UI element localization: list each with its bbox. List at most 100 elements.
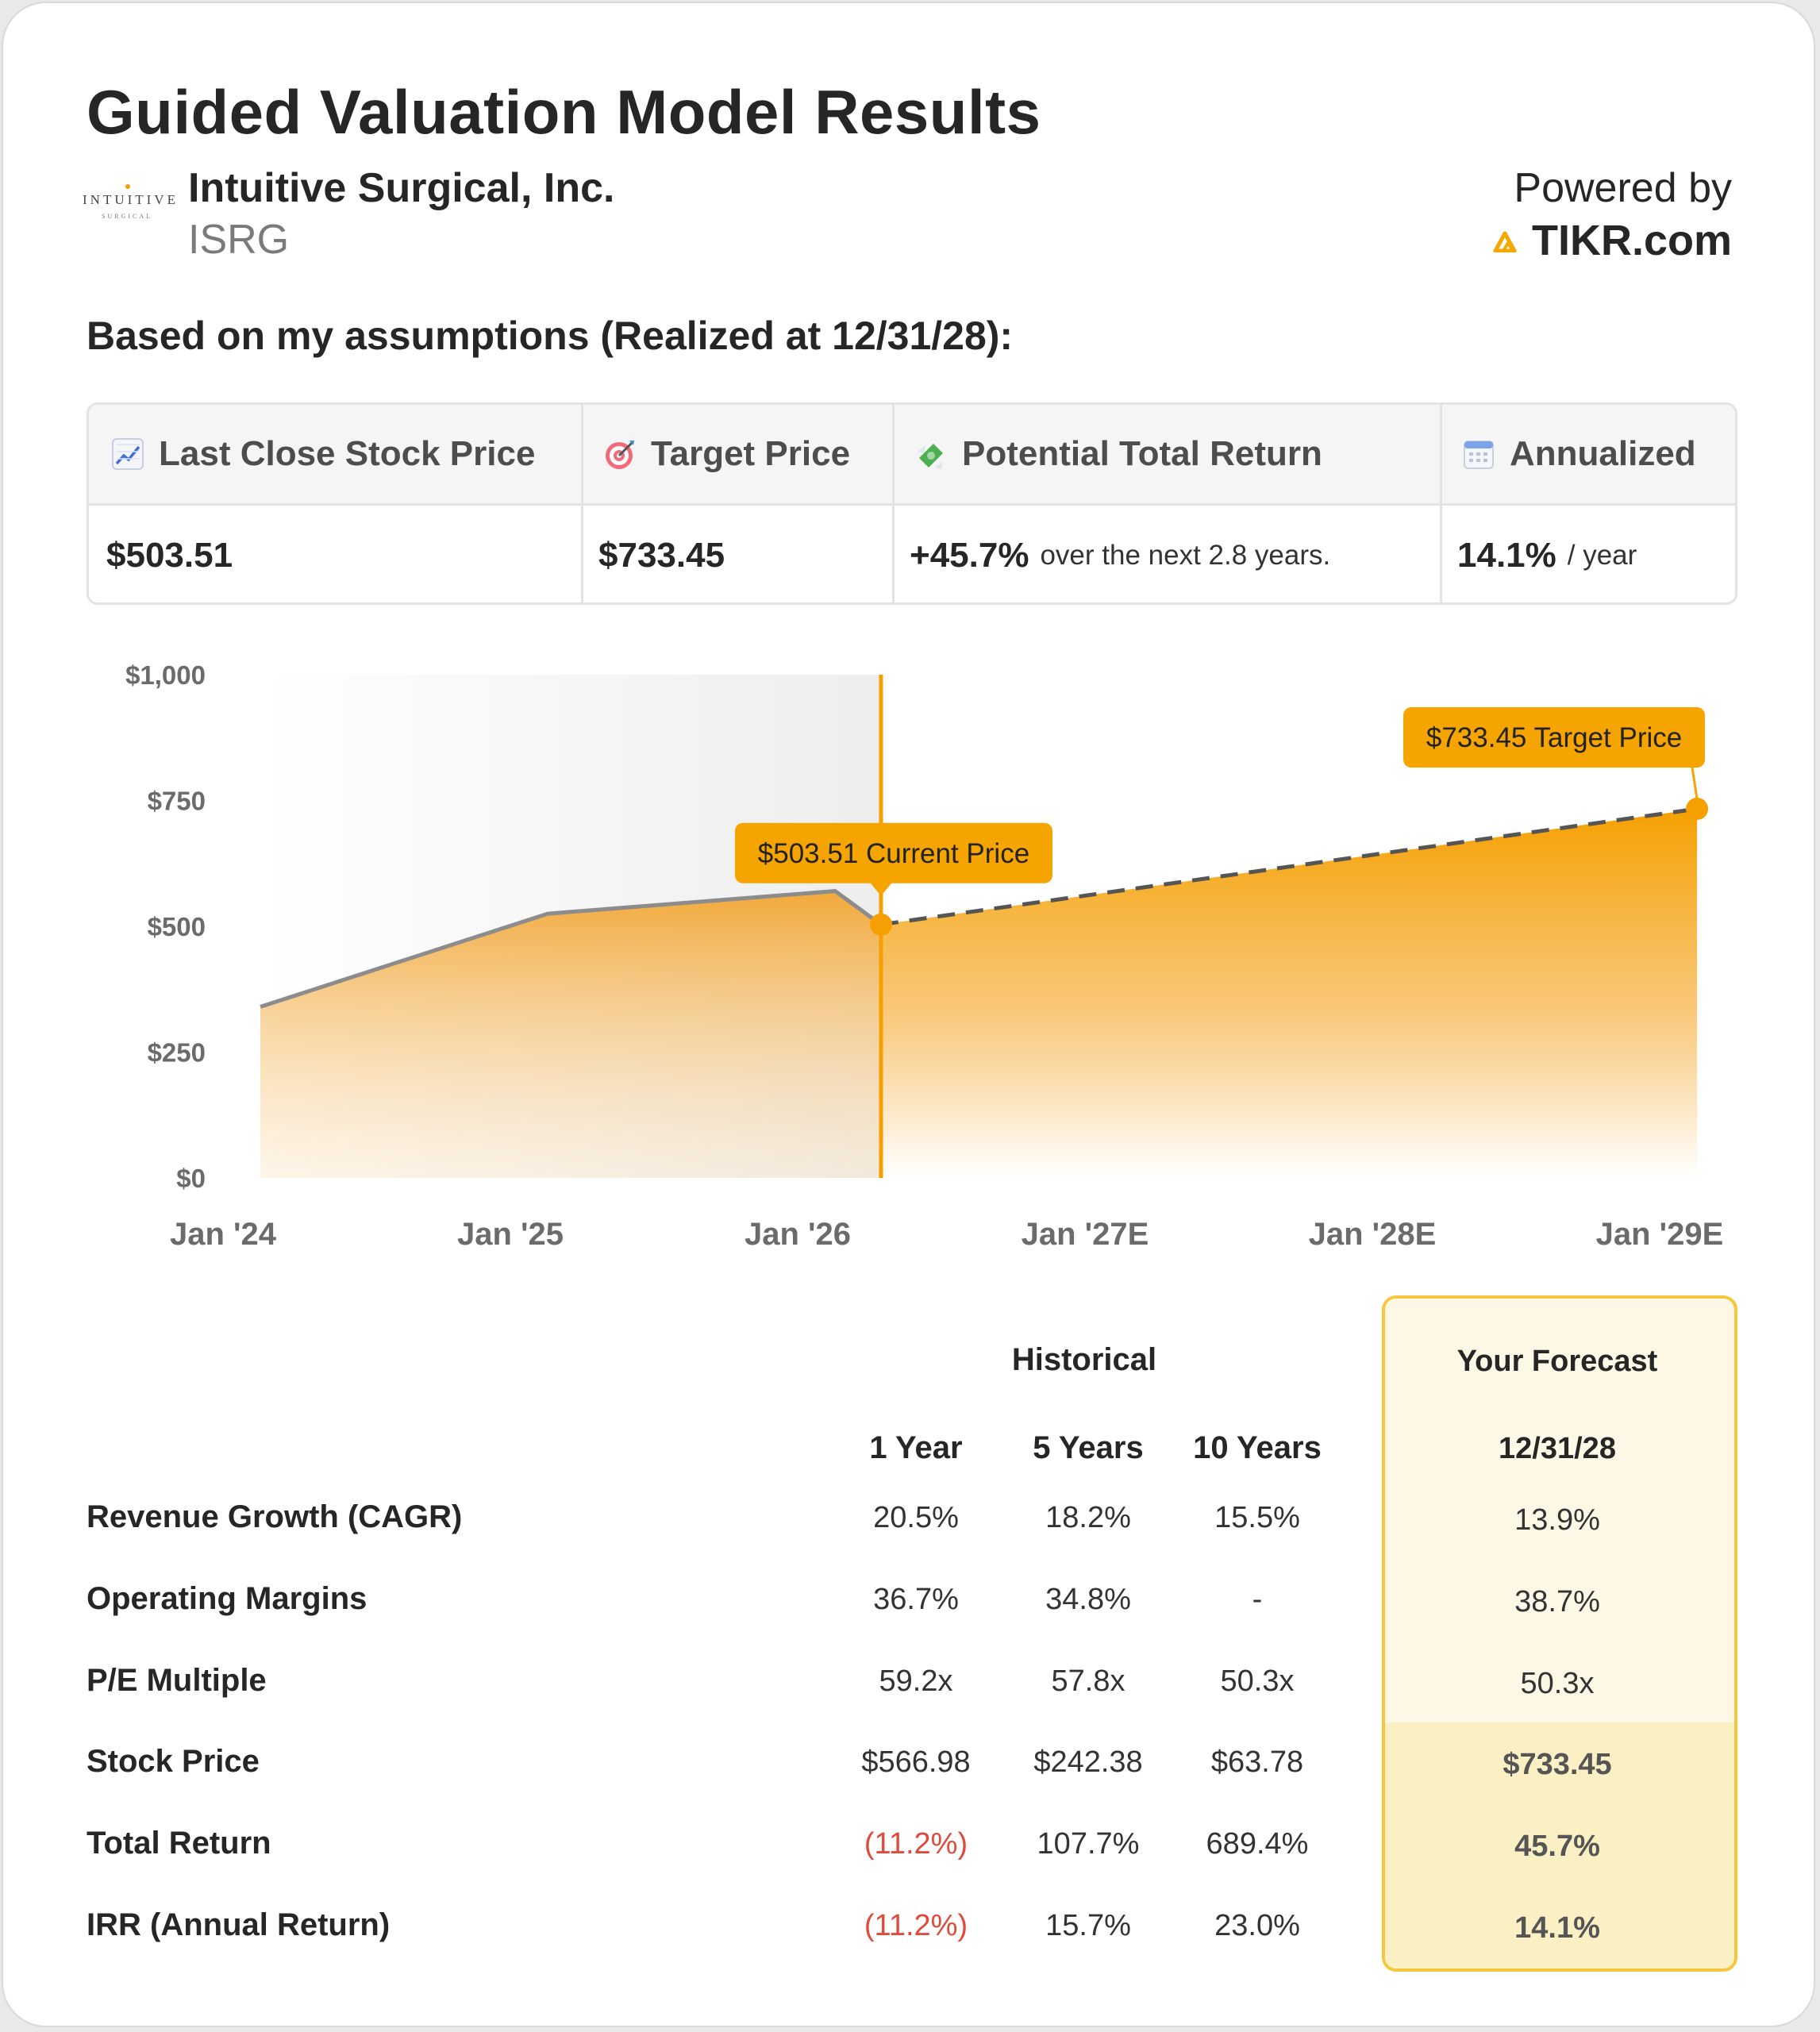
x-tick-label: Jan '29E bbox=[1596, 1217, 1724, 1252]
powered-by-text: Powered by bbox=[1514, 165, 1732, 211]
x-axis: Jan '24 Jan '25 Jan '26 Jan '27E Jan '28E Jan… bbox=[170, 1217, 1723, 1252]
forecast-dashed-line bbox=[880, 806, 1698, 927]
annualized-header: Annualized bbox=[1462, 405, 1696, 503]
row-label: Operating Margins bbox=[87, 1581, 367, 1616]
target-price-point[interactable] bbox=[1686, 797, 1709, 820]
summary-stats-table: Last Close Stock Price Target Price Pote… bbox=[87, 402, 1737, 605]
y-tick-label: $1,000 bbox=[125, 660, 206, 690]
forecast-cell: $733.45 bbox=[1503, 1748, 1612, 1781]
x-tick-label: Jan '28E bbox=[1309, 1217, 1437, 1252]
current-price-callout[interactable]: $503.51 Current Price bbox=[734, 822, 1052, 896]
total-return-header: Potential Total Return bbox=[914, 405, 1322, 503]
row-label: Stock Price bbox=[87, 1744, 260, 1779]
tikr-brand[interactable]: TIKR.com bbox=[1492, 216, 1732, 265]
calendar-icon bbox=[1464, 441, 1494, 469]
table-cell: 36.7% bbox=[873, 1583, 959, 1616]
table-cell: 689.4% bbox=[1206, 1827, 1309, 1861]
x-tick-label: Jan '25 bbox=[457, 1217, 564, 1252]
ticker-symbol: ISRG bbox=[188, 217, 290, 263]
last-close-header: Last Close Stock Price bbox=[111, 405, 535, 503]
table-cell: $242.38 bbox=[1033, 1745, 1143, 1779]
target-price-callout-tail bbox=[1691, 767, 1699, 800]
target-price-value: $733.45 bbox=[598, 535, 725, 575]
company-logo: INTUITIVE SURGICAL bbox=[83, 184, 175, 230]
stats-divider bbox=[1440, 405, 1442, 602]
historical-area bbox=[260, 891, 882, 1178]
table-cell: 34.8% bbox=[1045, 1583, 1131, 1616]
forecast-cell: 14.1% bbox=[1514, 1911, 1600, 1945]
x-tick-label: Jan '27E bbox=[1022, 1217, 1149, 1252]
stats-divider bbox=[892, 405, 895, 602]
row-label: Revenue Growth (CAGR) bbox=[87, 1499, 463, 1534]
table-cell: $566.98 bbox=[861, 1745, 971, 1779]
annualized-value: 14.1% bbox=[1457, 535, 1556, 575]
forecast-header: Your Forecast bbox=[1456, 1345, 1658, 1378]
y-tick-label: $500 bbox=[148, 912, 206, 941]
col-header-forecast-date: 12/31/28 bbox=[1499, 1432, 1616, 1465]
annualized-label: Annualized bbox=[1510, 434, 1696, 473]
target-price-label: Target Price bbox=[651, 434, 851, 473]
table-cell: 23.0% bbox=[1214, 1909, 1300, 1942]
forecast-area bbox=[881, 809, 1698, 1178]
target-price-callout-box bbox=[1403, 706, 1706, 768]
total-return-cell: +45.7% over the next 2.8 years. bbox=[910, 506, 1330, 602]
y-tick-label: $250 bbox=[148, 1038, 206, 1068]
logo-subtext: SURGICAL bbox=[101, 213, 152, 220]
table-cell: 20.5% bbox=[873, 1501, 959, 1534]
forecast-result-highlight bbox=[1385, 1722, 1734, 1968]
row-label: Total Return bbox=[87, 1826, 271, 1861]
col-header-10-years: 10 Years bbox=[1193, 1430, 1322, 1465]
annualized-cell: 14.1% / year bbox=[1457, 506, 1637, 602]
historical-header: Historical bbox=[1011, 1342, 1157, 1377]
total-return-label: Potential Total Return bbox=[962, 434, 1322, 473]
page-title: Guided Valuation Model Results bbox=[87, 77, 1041, 147]
tikr-logo-icon bbox=[1493, 231, 1517, 252]
table-cell: $63.78 bbox=[1210, 1745, 1304, 1779]
target-price-callout-text: $733.45 Target Price bbox=[1426, 722, 1682, 753]
company-name: Intuitive Surgical, Inc. bbox=[188, 165, 615, 211]
forecast-cell: 13.9% bbox=[1514, 1503, 1600, 1537]
last-close-value: $503.51 bbox=[106, 535, 233, 575]
target-icon bbox=[606, 441, 634, 469]
current-price-point[interactable] bbox=[869, 913, 892, 936]
table-cell: 18.2% bbox=[1045, 1501, 1131, 1534]
logo-dot bbox=[125, 184, 130, 189]
forecast-cell: 50.3x bbox=[1520, 1667, 1595, 1700]
x-tick-label: Jan '26 bbox=[745, 1217, 851, 1252]
col-header-5-years: 5 Years bbox=[1033, 1430, 1144, 1465]
chart-increasing-icon bbox=[112, 438, 144, 470]
last-close-label: Last Close Stock Price bbox=[159, 434, 536, 473]
table-cell: 57.8x bbox=[1051, 1664, 1125, 1698]
y-tick-label: $750 bbox=[148, 787, 206, 816]
current-price-callout-box bbox=[734, 822, 1052, 883]
forecast-cell: 45.7% bbox=[1514, 1830, 1600, 1863]
x-tick-label: Jan '24 bbox=[170, 1217, 277, 1252]
target-price-header: Target Price bbox=[603, 405, 850, 503]
col-header-1-year: 1 Year bbox=[869, 1430, 963, 1465]
row-label: P/E Multiple bbox=[87, 1663, 267, 1698]
table-cell: 15.7% bbox=[1045, 1909, 1131, 1942]
forecast-cell: 38.7% bbox=[1514, 1585, 1600, 1618]
stats-divider bbox=[581, 405, 583, 602]
price-chart: $1,000$750$500$250$0 Jan '24 Jan '25 Jan '… bbox=[125, 660, 1723, 1252]
table-cell: (11.2%) bbox=[864, 1827, 968, 1861]
money-wings-icon bbox=[918, 444, 943, 469]
table-cell: (11.2%) bbox=[864, 1909, 968, 1942]
forecast-column-panel bbox=[1382, 1295, 1737, 1972]
y-axis: $1,000 $750 $500 $250 $0 bbox=[125, 660, 206, 1193]
historical-price-line bbox=[260, 889, 883, 1009]
table-cell: 50.3x bbox=[1220, 1664, 1295, 1698]
table-cell: 15.5% bbox=[1214, 1501, 1300, 1534]
stats-header-row bbox=[89, 405, 1735, 506]
table-cell: - bbox=[1252, 1583, 1263, 1616]
target-price-callout[interactable]: $733.45 Target Price bbox=[1403, 706, 1706, 800]
row-label: IRR (Annual Return) bbox=[87, 1907, 391, 1942]
assumptions-heading: Based on my assumptions (Realized at 12/… bbox=[87, 314, 1014, 358]
current-price-callout-text: $503.51 Current Price bbox=[758, 838, 1029, 869]
tikr-brand-text: TIKR.com bbox=[1531, 217, 1732, 264]
y-tick-label: $0 bbox=[176, 1164, 206, 1193]
annualized-note: / year bbox=[1567, 539, 1637, 571]
total-return-value: +45.7% bbox=[910, 535, 1029, 575]
table-cell: 107.7% bbox=[1037, 1827, 1140, 1861]
